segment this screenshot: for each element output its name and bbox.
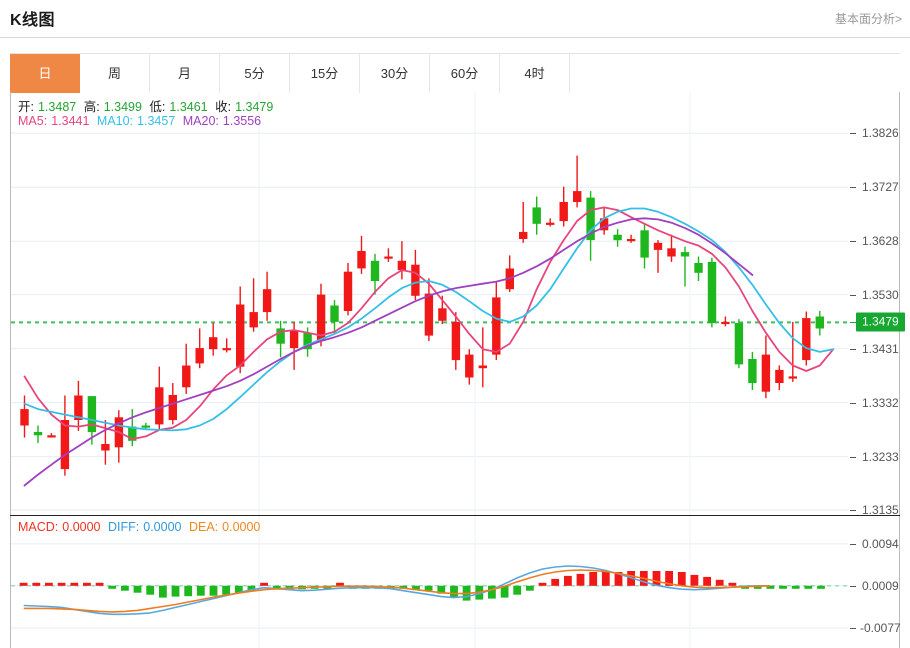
price-tick [850, 456, 856, 458]
diff-label: DIFF: [108, 520, 140, 534]
macd-tick [850, 628, 856, 630]
macd-axis-label: 0.0094 [862, 536, 899, 551]
low-value: 1.3461 [169, 100, 208, 114]
ma10-label: MA10: [96, 114, 134, 128]
close-value: 1.3479 [235, 100, 274, 114]
ma20-label: MA20: [182, 114, 219, 128]
ma-legend: MA5: 1.3441 MA10: 1.3457 MA20: 1.3556 [18, 114, 265, 128]
price-axis-label: 1.3233 [862, 449, 899, 464]
open-value: 1.3487 [37, 100, 77, 114]
ma5-value: 1.3441 [51, 114, 90, 128]
tabbar-filler [570, 54, 900, 93]
price-plot-border [10, 92, 900, 516]
tab-2[interactable]: 月 [150, 54, 220, 93]
macd-svg [11, 516, 850, 648]
macd-tick [850, 543, 856, 545]
diff-value: 0.0000 [143, 520, 182, 534]
tab-7[interactable]: 4时 [500, 54, 570, 93]
price-axis-label: 1.3431 [862, 341, 899, 356]
tab-label: 15分 [310, 66, 339, 81]
ohlc-legend: 开: 1.3487 高: 1.3499 低: 1.3461 收: 1.3479 [18, 96, 277, 115]
price-tick [850, 241, 856, 243]
tab-3[interactable]: 5分 [220, 54, 290, 93]
price-axis-label: 1.3826 [862, 126, 899, 141]
ma10-value: 1.3457 [137, 114, 176, 128]
ma20-value: 1.3556 [222, 114, 262, 128]
tab-label: 5分 [244, 66, 265, 81]
current-price-tick [850, 322, 856, 324]
open-label: 开: [18, 100, 34, 114]
price-svg [11, 92, 850, 516]
tab-0[interactable]: 日 [10, 54, 80, 93]
page-header: K线图 基本面分析> [0, 0, 910, 38]
price-chart: 开: 1.3487 高: 1.3499 低: 1.3461 收: 1.3479 MA5:… [10, 92, 905, 517]
tab-label: 30分 [380, 66, 409, 81]
price-tick [850, 348, 856, 350]
page-title: K线图 [10, 12, 56, 29]
macd-plot-border [10, 516, 900, 648]
price-tick [850, 402, 856, 404]
macd-tick [850, 585, 856, 587]
tab-label: 4时 [524, 66, 545, 81]
panel-divider [10, 515, 900, 516]
high-label: 高: [83, 100, 100, 114]
price-tick [850, 133, 856, 135]
price-axis-label: 1.3530 [862, 287, 899, 302]
macd-axis-label: 0.0009 [862, 578, 899, 593]
low-label: 低: [149, 100, 166, 114]
current-price-badge: 1.3479 [856, 312, 905, 332]
price-axis-label: 1.3727 [862, 180, 899, 195]
macd-axis-label: -0.0077 [860, 621, 901, 636]
ma5-label: MA5: [18, 114, 48, 128]
fundamental-analysis-link[interactable]: 基本面分析> [834, 12, 902, 26]
macd-legend: MACD: 0.0000 DIFF: 0.0000 DEA: 0.0000 [18, 520, 264, 534]
price-tick [850, 187, 856, 189]
macd-value: 0.0000 [62, 520, 101, 534]
macd-chart: MACD: 0.0000 DIFF: 0.0000 DEA: 0.0000 0.009… [10, 516, 901, 648]
price-axis-label: 1.3135 [862, 503, 899, 517]
tab-4[interactable]: 15分 [290, 54, 360, 93]
tab-6[interactable]: 60分 [430, 54, 500, 93]
high-value: 1.3499 [103, 100, 142, 114]
tab-label: 日 [38, 66, 52, 81]
timeframe-tabbar: 日 周 月 5分 15分 30分 60分 4时 [10, 53, 900, 93]
tab-5[interactable]: 30分 [360, 54, 430, 93]
tab-label: 月 [177, 66, 191, 81]
tab-label: 60分 [450, 66, 479, 81]
price-tick [850, 294, 856, 296]
price-axis-label: 1.3628 [862, 234, 899, 249]
price-axis-label: 1.3332 [862, 395, 899, 410]
dea-value: 0.0000 [222, 520, 261, 534]
tab-label: 周 [107, 66, 121, 81]
tab-1[interactable]: 周 [80, 54, 150, 93]
close-label: 收: [215, 100, 232, 114]
dea-label: DEA: [188, 520, 219, 534]
price-tick [850, 510, 856, 511]
macd-label: MACD: [18, 520, 59, 534]
